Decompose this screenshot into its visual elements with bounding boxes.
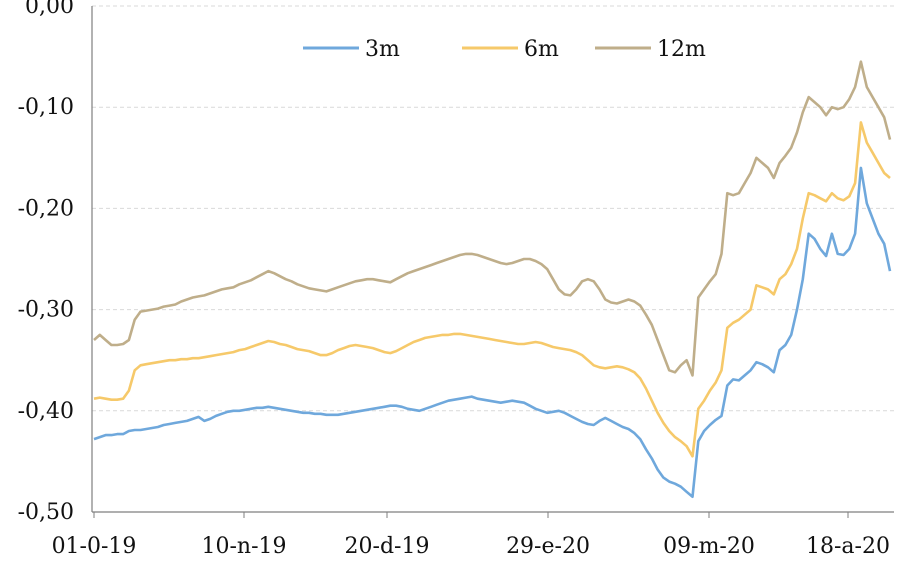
legend: 3m 6m 12m (303, 37, 706, 62)
y-tick-label: -0,50 (18, 500, 74, 525)
x-tick-label: 20-d-19 (345, 534, 430, 559)
series-line-12m (93, 60, 892, 377)
series-line-6m (93, 121, 891, 458)
y-tick-label: -0,20 (18, 196, 74, 221)
y-tick-label: -0,30 (18, 298, 74, 323)
y-tick-labels: 0,00 -0,10 -0,20 -0,30 -0,40 -0,50 (18, 0, 74, 525)
x-tick-label: 01-0-19 (52, 534, 137, 559)
y-tick-label: -0,40 (18, 399, 74, 424)
x-tick-labels: 01-0-19 10-n-19 20-d-19 29-e-20 09-m-20 18-a-… (52, 512, 890, 559)
series-lines (93, 60, 892, 499)
x-tick-label: 29-e-20 (506, 534, 590, 559)
y-tick-label: -0,10 (18, 95, 74, 120)
legend-label-3m: 3m (365, 37, 400, 62)
series-line-3m (93, 166, 892, 499)
grid-lines (92, 5, 894, 412)
x-tick-label: 09-m-20 (663, 534, 755, 559)
y-tick-label: 0,00 (25, 0, 74, 19)
legend-label-6m: 6m (524, 37, 559, 62)
legend-label-12m: 12m (657, 37, 706, 62)
axes (91, 6, 894, 513)
x-tick-label: 10-n-19 (201, 534, 286, 559)
x-tick-label: 18-a-20 (806, 534, 890, 559)
